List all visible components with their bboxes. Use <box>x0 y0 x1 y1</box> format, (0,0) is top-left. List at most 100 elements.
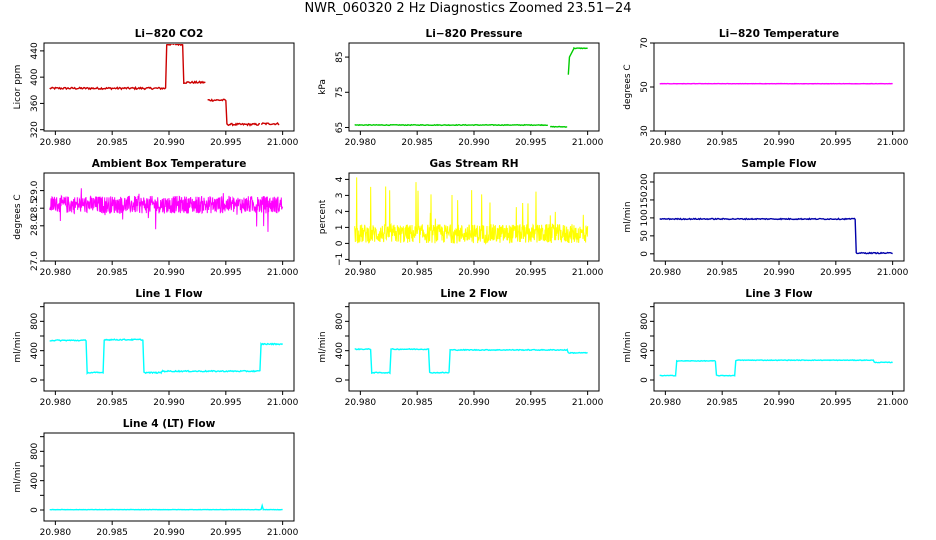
x-tick-label: 20.995 <box>515 398 547 408</box>
y-tick-label: 30 <box>640 125 650 137</box>
chart-title: Line 3 Flow <box>745 288 812 300</box>
x-tick-label: 20.995 <box>820 398 852 408</box>
chart-panel: Line 3 Flow 20.980 20.985 20.990 20.995 21.00… <box>623 288 909 408</box>
chart-title: Li−820 Pressure <box>426 28 523 40</box>
plot-frame <box>653 42 905 132</box>
x-tick-label: 20.980 <box>40 528 72 538</box>
y-tick-label: 0 <box>640 251 650 257</box>
series-line <box>260 121 280 126</box>
x-tick-label: 20.985 <box>96 138 128 148</box>
y-tick-label: 4 <box>335 176 345 182</box>
x-tick-label: 20.985 <box>706 268 738 278</box>
plot-frame <box>653 172 905 262</box>
x-tick-label: 20.980 <box>40 398 72 408</box>
y-tick-label: 200 <box>640 173 650 190</box>
x-tick-label: 21.000 <box>267 528 299 538</box>
chart-panel: Li−820 Pressure 20.980 20.985 20.990 20.995 2… <box>318 28 604 148</box>
series-line <box>164 44 206 89</box>
x-tick-label: 21.000 <box>267 138 299 148</box>
y-tick-label: 400 <box>30 472 40 489</box>
plot-frame <box>43 302 295 392</box>
y-tick-label: 320 <box>30 121 40 138</box>
x-tick-label: 20.985 <box>401 268 433 278</box>
chart-panel: Ambient Box Temperature 20.980 20.985 20.99… <box>13 158 299 278</box>
chart-panel: Sample Flow 20.980 20.985 20.990 20.995 21.00… <box>623 158 909 278</box>
x-tick-label: 21.000 <box>877 138 909 148</box>
x-tick-label: 20.995 <box>210 268 242 278</box>
chart-panel: Line 1 Flow 20.980 20.985 20.990 20.995 21.00… <box>13 288 299 408</box>
y-axis-label: ml/min <box>318 331 328 362</box>
y-axis-label: Licor ppm <box>13 65 23 110</box>
x-tick-label: 20.990 <box>458 398 490 408</box>
x-tick-label: 20.990 <box>153 268 185 278</box>
x-tick-label: 21.000 <box>877 398 909 408</box>
series-line <box>49 188 284 232</box>
x-tick-label: 20.980 <box>650 138 682 148</box>
y-tick-label: 0 <box>30 507 40 513</box>
x-tick-label: 20.980 <box>40 268 72 278</box>
chart-title: Ambient Box Temperature <box>92 158 247 170</box>
x-tick-label: 20.995 <box>210 398 242 408</box>
series-line <box>567 46 588 75</box>
y-tick-label: 800 <box>335 312 345 329</box>
x-tick-label: 20.980 <box>345 268 377 278</box>
chart-title: Gas Stream RH <box>429 158 518 170</box>
y-tick-label: 440 <box>30 42 40 59</box>
chart-panel: Line 2 Flow 20.980 20.985 20.990 20.995 21.00… <box>318 288 604 408</box>
y-tick-label: 0 <box>640 377 650 383</box>
y-axis-label: ml/min <box>13 331 23 362</box>
x-tick-label: 21.000 <box>572 138 604 148</box>
y-tick-label: 50 <box>640 81 650 93</box>
series-line <box>49 85 167 91</box>
x-tick-label: 20.990 <box>763 398 795 408</box>
y-tick-label: 29.0 <box>30 180 40 200</box>
x-tick-label: 20.980 <box>345 398 377 408</box>
series-line <box>659 359 893 377</box>
series-line <box>659 217 893 255</box>
y-tick-label: 85 <box>335 51 345 62</box>
x-tick-label: 20.995 <box>820 138 852 148</box>
plot-frame <box>43 432 295 522</box>
x-tick-label: 20.990 <box>458 138 490 148</box>
y-axis-label: ml/min <box>623 331 633 362</box>
chart-title: Li−820 CO2 <box>135 28 204 40</box>
y-axis-label: percent <box>318 199 328 234</box>
chart-title: Line 4 (LT) Flow <box>123 418 216 430</box>
y-tick-label: 400 <box>335 342 345 359</box>
x-tick-label: 20.985 <box>96 528 128 538</box>
chart-title: Sample Flow <box>741 158 816 170</box>
y-tick-label: 1 <box>335 225 345 231</box>
x-tick-label: 20.985 <box>96 268 128 278</box>
chart-panel: Gas Stream RH 20.980 20.985 20.990 20.995 21.… <box>318 158 604 278</box>
x-tick-label: 21.000 <box>572 398 604 408</box>
x-tick-label: 20.995 <box>820 268 852 278</box>
x-tick-label: 20.980 <box>650 268 682 278</box>
x-tick-label: 20.985 <box>706 398 738 408</box>
x-tick-label: 21.000 <box>572 268 604 278</box>
x-tick-label: 20.985 <box>96 398 128 408</box>
x-tick-label: 20.990 <box>763 268 795 278</box>
series-line <box>49 338 284 375</box>
chart-title: Line 2 Flow <box>440 288 507 300</box>
x-tick-label: 20.985 <box>401 398 433 408</box>
series-line <box>207 98 261 127</box>
y-axis-label: degrees C <box>623 64 633 109</box>
plot-frame <box>348 172 600 262</box>
series-line <box>354 177 589 245</box>
y-tick-label: 800 <box>30 312 40 329</box>
chart-title: Li−820 Temperature <box>719 28 839 40</box>
y-tick-label: 360 <box>30 95 40 112</box>
series-line <box>49 503 283 511</box>
y-tick-label: 70 <box>640 37 650 49</box>
y-tick-label: 0 <box>335 377 345 383</box>
figure-title: NWR_060320 2 Hz Diagnostics Zoomed 23.51… <box>304 1 632 16</box>
x-tick-label: 20.990 <box>153 138 185 148</box>
y-tick-label: 2 <box>335 209 345 215</box>
x-tick-label: 20.985 <box>401 138 433 148</box>
x-tick-label: 20.980 <box>345 138 377 148</box>
y-tick-label: 75 <box>335 87 345 98</box>
y-tick-label: 27.0 <box>30 251 40 271</box>
y-tick-label: 100 <box>640 209 650 226</box>
y-axis-label: ml/min <box>623 201 633 232</box>
